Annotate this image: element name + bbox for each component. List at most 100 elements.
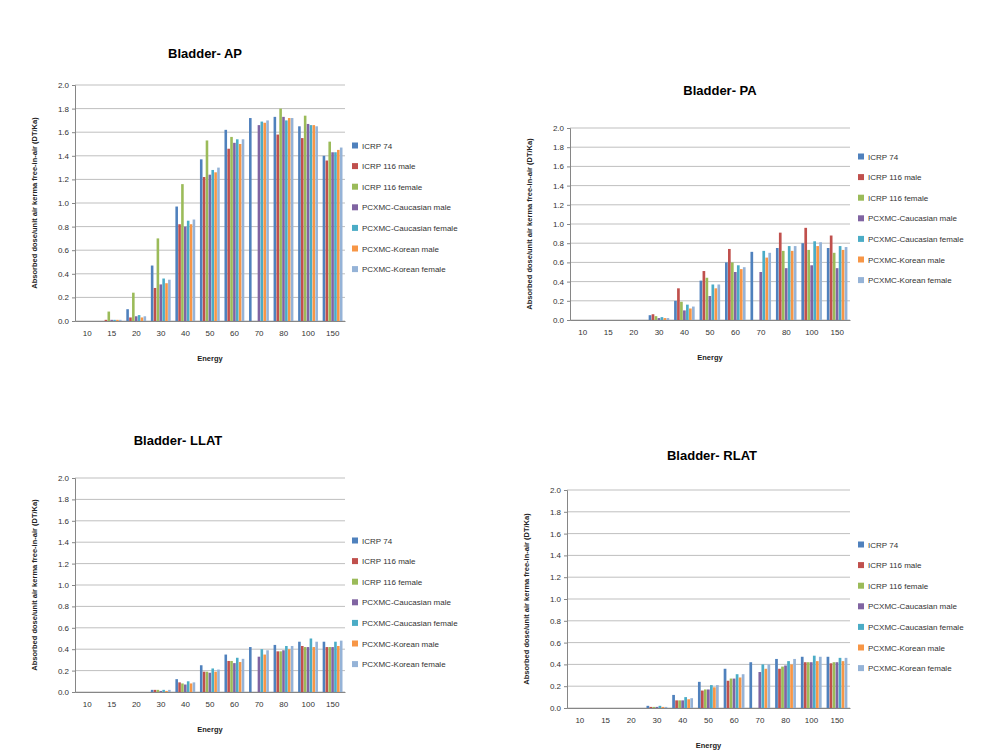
bar xyxy=(701,691,704,708)
bar-series xyxy=(157,647,331,692)
x-tick: 100 xyxy=(805,708,819,725)
tick-label: 80 xyxy=(782,328,791,337)
x-axis: 101520304050607080100150 xyxy=(571,320,851,337)
bar xyxy=(739,677,742,708)
x-tick: 30 xyxy=(156,692,165,709)
bar xyxy=(598,708,601,709)
tick-label: 50 xyxy=(704,716,713,725)
bar xyxy=(578,320,581,321)
bar xyxy=(704,689,707,708)
y-tick: 1.8 xyxy=(58,105,75,114)
y-tick: 0.0 xyxy=(58,317,75,326)
bars xyxy=(151,639,343,693)
bar xyxy=(227,149,230,321)
legend-swatch xyxy=(858,542,864,548)
y-axis-title: Absorbed dose/unit air kerma free-in-air… xyxy=(522,513,531,685)
bar xyxy=(604,320,607,321)
bar xyxy=(261,649,264,692)
tick-label: 150 xyxy=(831,328,845,337)
x-tick: 150 xyxy=(326,692,340,709)
bar xyxy=(328,142,331,321)
bar xyxy=(724,669,727,708)
bar xyxy=(154,690,157,692)
bar xyxy=(572,320,575,321)
bar xyxy=(214,172,217,321)
tick-label: 15 xyxy=(601,716,610,725)
tick-label: 80 xyxy=(279,700,288,709)
tick-mark xyxy=(567,205,570,206)
bar-series xyxy=(126,117,325,321)
x-tick: 20 xyxy=(132,321,141,338)
bar xyxy=(716,685,719,708)
bar xyxy=(710,685,713,708)
tick-label: 1.8 xyxy=(553,143,565,152)
y-tick: 0.4 xyxy=(58,645,75,654)
bar xyxy=(129,692,132,693)
bar xyxy=(175,207,178,321)
grid xyxy=(75,85,345,321)
bar xyxy=(819,242,822,320)
bar xyxy=(787,661,790,708)
bar xyxy=(839,658,842,708)
bar xyxy=(86,692,89,693)
tick-label: 2.0 xyxy=(58,474,70,483)
legend-label: ICRP 74 xyxy=(362,142,393,151)
bar-series xyxy=(653,662,836,708)
x-tick: 80 xyxy=(782,320,791,337)
bar xyxy=(102,321,105,322)
legend-label: PCXMC-Caucasian male xyxy=(362,203,451,212)
bar xyxy=(621,708,624,709)
bar xyxy=(326,647,329,692)
bar xyxy=(315,126,318,321)
bar xyxy=(83,321,86,322)
bar xyxy=(298,642,301,692)
bar xyxy=(827,657,830,708)
tick-mark xyxy=(567,282,570,283)
bar xyxy=(263,123,266,321)
tick-mark xyxy=(567,243,570,244)
bar xyxy=(830,236,833,320)
bar xyxy=(731,262,734,320)
bar xyxy=(624,708,627,709)
bar-series xyxy=(113,120,336,321)
tick-label: 150 xyxy=(326,700,340,709)
bar xyxy=(110,692,113,693)
bar xyxy=(184,227,187,321)
grid-line xyxy=(75,563,345,564)
tick-label: 60 xyxy=(230,700,239,709)
x-tick: 50 xyxy=(206,692,215,709)
tick-mark xyxy=(72,227,75,228)
legend: ICRP 74ICRP 116 maleICRP 116 femalePCXMC… xyxy=(352,537,458,670)
tick-mark xyxy=(72,585,75,586)
legend-swatch xyxy=(352,641,358,647)
legend-swatch xyxy=(352,163,358,169)
tick-mark xyxy=(72,692,75,693)
bar-series xyxy=(661,241,842,320)
y-tick: 1.4 xyxy=(553,182,570,191)
tick-label: 60 xyxy=(230,329,239,338)
bar xyxy=(842,661,845,708)
bar xyxy=(575,708,578,709)
bar xyxy=(304,116,307,321)
bar xyxy=(680,302,683,320)
tick-label: 1.0 xyxy=(550,595,562,604)
bar-series xyxy=(162,639,336,693)
bar xyxy=(790,664,793,708)
chart-title: Bladder- AP xyxy=(168,46,242,61)
tick-mark xyxy=(567,147,570,148)
bar xyxy=(236,139,239,321)
x-tick: 10 xyxy=(83,321,92,338)
tick-label: 0.6 xyxy=(58,246,70,255)
bar xyxy=(736,674,739,708)
bar xyxy=(193,682,196,692)
bar xyxy=(203,177,206,321)
bar-series xyxy=(151,642,325,692)
bar xyxy=(581,708,584,709)
legend-swatch xyxy=(858,665,864,671)
x-tick: 40 xyxy=(181,692,190,709)
bar xyxy=(168,280,171,321)
legend-label: PCXMC-Korean female xyxy=(868,276,952,285)
bar xyxy=(108,692,111,693)
bar xyxy=(613,708,616,709)
bar xyxy=(190,224,193,321)
